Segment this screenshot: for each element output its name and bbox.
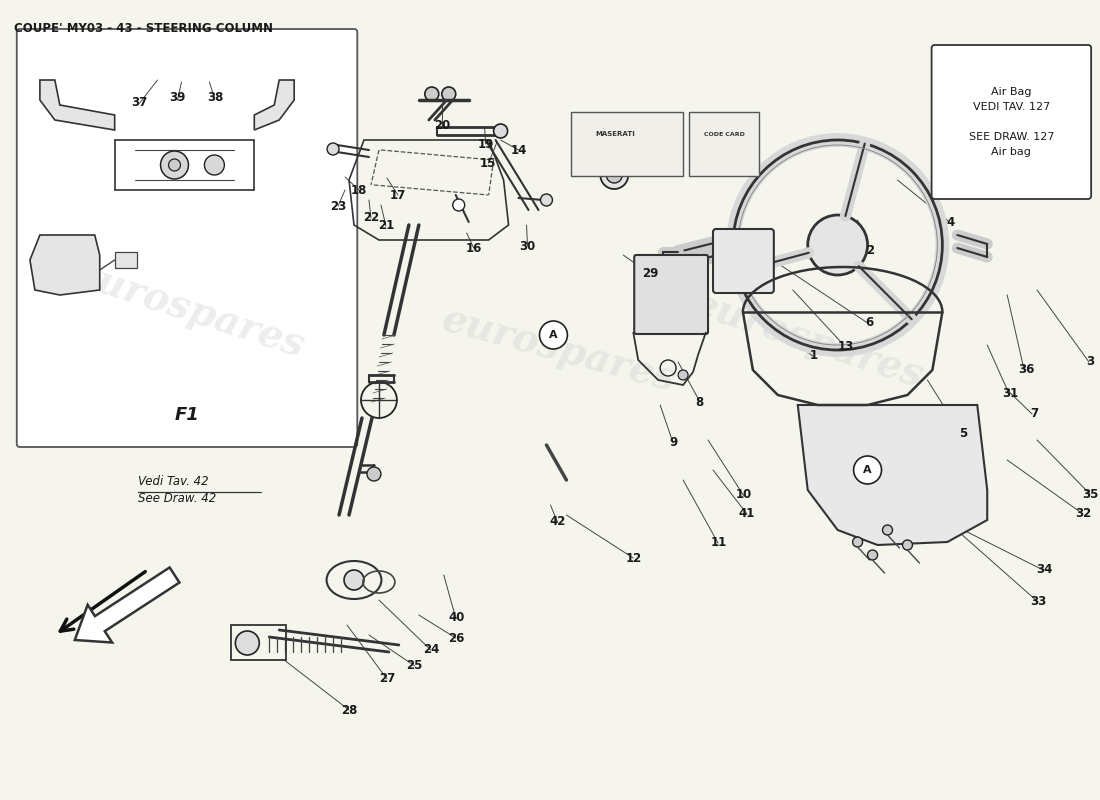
Polygon shape <box>30 235 100 295</box>
Text: 6: 6 <box>866 316 874 329</box>
Circle shape <box>425 87 439 101</box>
Text: 5: 5 <box>959 427 967 440</box>
Text: eurospares: eurospares <box>688 285 928 395</box>
Circle shape <box>58 259 70 271</box>
Text: 28: 28 <box>341 704 358 717</box>
Text: 4: 4 <box>947 216 955 229</box>
Circle shape <box>651 275 681 305</box>
Text: 9: 9 <box>670 436 678 449</box>
Text: 26: 26 <box>448 632 464 645</box>
Text: 10: 10 <box>736 488 751 501</box>
Circle shape <box>48 249 80 281</box>
Text: 23: 23 <box>330 200 346 213</box>
Circle shape <box>494 124 507 138</box>
Text: F1: F1 <box>175 406 199 424</box>
Text: 14: 14 <box>510 144 527 157</box>
Text: MASERATI: MASERATI <box>595 131 635 137</box>
Circle shape <box>852 537 862 547</box>
Circle shape <box>540 194 552 206</box>
Circle shape <box>854 456 881 484</box>
FancyBboxPatch shape <box>571 112 683 176</box>
Text: Air Bag
VEDI TAV. 127

SEE DRAW. 127
Air bag: Air Bag VEDI TAV. 127 SEE DRAW. 127 Air … <box>969 87 1054 157</box>
Bar <box>231 625 286 660</box>
Circle shape <box>453 199 464 211</box>
Text: 39: 39 <box>169 91 186 104</box>
Text: A: A <box>549 330 558 340</box>
Polygon shape <box>40 80 114 130</box>
Circle shape <box>161 151 188 179</box>
Text: 1: 1 <box>810 350 818 362</box>
FancyBboxPatch shape <box>713 229 773 293</box>
Text: 7: 7 <box>1031 407 1038 420</box>
Text: 38: 38 <box>207 91 223 104</box>
Circle shape <box>168 159 180 171</box>
Text: eurospares: eurospares <box>69 254 310 366</box>
Circle shape <box>902 540 912 550</box>
Text: 30: 30 <box>519 240 536 253</box>
Text: COUPE' MY03 - 43 - STEERING COLUMN: COUPE' MY03 - 43 - STEERING COLUMN <box>14 22 273 35</box>
Circle shape <box>539 321 568 349</box>
Text: 19: 19 <box>477 138 494 150</box>
Text: 42: 42 <box>549 515 565 528</box>
Text: 27: 27 <box>379 672 395 685</box>
Circle shape <box>344 570 364 590</box>
Circle shape <box>442 87 455 101</box>
Text: 31: 31 <box>1002 387 1019 400</box>
Circle shape <box>367 467 381 481</box>
Text: 35: 35 <box>1082 488 1099 501</box>
Text: 22: 22 <box>363 211 378 224</box>
Text: CODE CARD: CODE CARD <box>704 131 745 137</box>
Text: 24: 24 <box>422 643 439 656</box>
Text: 37: 37 <box>131 96 147 109</box>
Circle shape <box>606 167 623 183</box>
Circle shape <box>327 143 339 155</box>
Circle shape <box>678 370 689 380</box>
Text: 18: 18 <box>351 184 367 197</box>
Text: 21: 21 <box>378 219 394 232</box>
Polygon shape <box>798 405 987 545</box>
Circle shape <box>807 215 868 275</box>
Text: 41: 41 <box>739 507 756 520</box>
Circle shape <box>868 550 878 560</box>
Text: 2: 2 <box>866 244 873 257</box>
FancyBboxPatch shape <box>635 255 708 334</box>
Text: 36: 36 <box>1019 363 1035 376</box>
Circle shape <box>601 161 628 189</box>
Circle shape <box>235 631 260 655</box>
Text: 25: 25 <box>407 659 422 672</box>
Text: 40: 40 <box>448 611 464 624</box>
Text: 15: 15 <box>480 157 496 170</box>
FancyArrow shape <box>75 567 179 642</box>
Text: 8: 8 <box>695 396 704 409</box>
Polygon shape <box>254 80 294 130</box>
Text: 13: 13 <box>837 340 854 353</box>
Text: 20: 20 <box>433 119 450 132</box>
Text: eurospares: eurospares <box>437 301 680 399</box>
Bar <box>114 252 136 268</box>
Text: A: A <box>864 465 872 475</box>
FancyBboxPatch shape <box>16 29 358 447</box>
FancyBboxPatch shape <box>932 45 1091 199</box>
Text: 33: 33 <box>1031 595 1047 608</box>
Text: 32: 32 <box>1076 507 1092 520</box>
Text: 16: 16 <box>465 242 482 254</box>
Text: 34: 34 <box>1036 563 1053 576</box>
Circle shape <box>882 525 892 535</box>
Text: 17: 17 <box>390 189 406 202</box>
FancyBboxPatch shape <box>689 112 759 176</box>
Text: 12: 12 <box>626 552 642 565</box>
Text: 3: 3 <box>1087 355 1094 368</box>
Text: 29: 29 <box>642 267 659 280</box>
Text: See Draw. 42: See Draw. 42 <box>138 492 216 505</box>
Circle shape <box>205 155 224 175</box>
Text: Vedi Tav. 42: Vedi Tav. 42 <box>138 475 208 488</box>
Text: 11: 11 <box>711 536 727 549</box>
